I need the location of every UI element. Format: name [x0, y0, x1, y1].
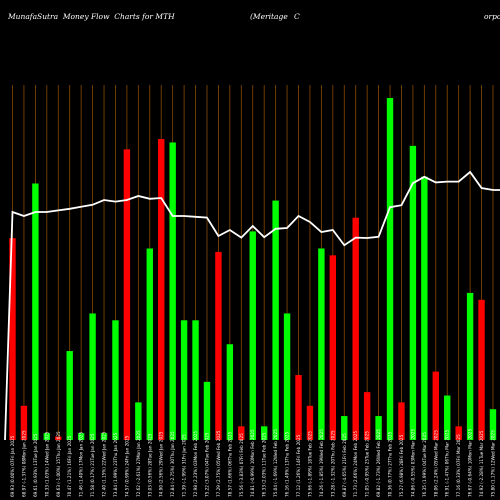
x-tick-label: 76.35 (1.99%) 04Tue Mar 2025 — [422, 432, 427, 497]
money-flow-bar — [77, 433, 85, 440]
money-flow-bar — [238, 426, 245, 440]
x-tick-label: 71.39 (-1.99%) 31Fri Jan 2025 — [182, 434, 187, 497]
money-flow-bar — [386, 98, 394, 440]
x-tick-label: 73.03 (0.56%) 28Tue Jan 2025 — [147, 433, 152, 497]
x-tick-label: 71.46 (1.40%) 17Mon Jan 2025 — [79, 432, 84, 497]
x-tick-label: 76.91 (-1.47%) 06Thu Mar 2025 — [445, 430, 450, 497]
money-flow-bar — [421, 176, 428, 440]
money-flow-bar — [66, 351, 73, 440]
x-tick-label: 76.67 (-0.64%) 10Mon Mar 2025 — [468, 429, 473, 497]
x-tick-label: 70.33 (1.03%) 14Wed Jan 2025 — [44, 431, 49, 497]
money-flow-bar — [112, 320, 119, 440]
x-tick-label: 74.86 (-0.55%) 03Mon Mar 2025 — [410, 429, 415, 497]
money-flow-bar — [329, 255, 337, 440]
money-flow-bar — [226, 344, 234, 440]
money-flow-bar — [283, 313, 291, 440]
x-tick-label: 69.63 (-1.00%) 15Thu Jan 2025 — [56, 431, 61, 497]
x-tick-label: 74.92 (-2.28%) 11Tue Mar 2025 — [479, 430, 484, 497]
x-tick-label: 70.47 (1.21%) 16Fri Jan 2025 — [67, 435, 72, 497]
chart-title-company-end: orpo — [484, 12, 500, 21]
money-flow-bar — [363, 392, 371, 440]
money-flow-bar — [444, 395, 451, 440]
x-tick-label: 72.62 (-2.61%) 27Mon Jan 2025 — [136, 430, 141, 497]
x-tick-label: 69.93 (0.00%) 07Fri Jan 2025 — [10, 435, 15, 497]
money-flow-bar — [43, 433, 51, 440]
x-tick-label: 74.81 (-0.99%) 10Mon Feb 2025 — [250, 429, 255, 497]
x-tick-label: 76.16 (1.49%) 13Thu Feb 2025 — [285, 432, 290, 497]
chart-title-company: (Meritage — [250, 12, 288, 21]
money-flow-bar — [135, 402, 142, 440]
x-tick-label: 71.05 (-0.95%) 25Tue Feb 2025 — [365, 431, 370, 497]
x-tick-label: 76.33 (2.03%) 11Tue Feb 2025 — [262, 432, 267, 497]
money-flow-bar — [375, 416, 382, 440]
money-flow-bar — [466, 292, 474, 440]
money-flow-bar — [89, 313, 96, 440]
x-tick-label: 77.29 (2.75%) 05Wed Feb 2025 — [216, 430, 221, 497]
x-tick-label: 75.04 (-1.69%) 12Wed Feb 2025 — [273, 429, 278, 497]
x-tick-label: 74.57 (0.99%) 24Fri Jan 2025 — [124, 435, 129, 497]
money-flow-bar — [158, 139, 165, 441]
money-flow-bar — [409, 145, 417, 440]
money-flow-bar — [260, 426, 268, 440]
x-tick-label: 74.90 (2.56%) 29Wed Jan 2025 — [159, 431, 164, 497]
money-flow-bar — [306, 405, 314, 440]
money-flow-bar — [180, 320, 188, 440]
chart-title-left: MunafaSutra Money Flow Charts for MTH — [8, 12, 175, 21]
money-flow-bar — [9, 238, 16, 440]
money-flow-bar — [478, 299, 485, 440]
money-flow-bar — [146, 248, 153, 440]
money-flow-bar — [455, 426, 462, 440]
x-tick-label: 73.28 (-1.32%) 20Thu Feb 2025 — [330, 430, 335, 497]
x-tick-label: 71.73 (2.66%) 24Mon Feb 2025 — [353, 431, 358, 497]
money-flow-bar — [489, 409, 497, 440]
money-flow-bar — [192, 320, 199, 440]
x-tick-label: 75.22 (3.07%) 04Tue Feb 2025 — [204, 432, 209, 497]
x-tick-label: 69.82 (-1.73%) 26Wed Feb 2025 — [376, 429, 381, 497]
x-tick-label: 75.56 (-3.83%) 07Fri Feb 2025 — [239, 433, 244, 497]
money-flow-bar — [398, 402, 405, 440]
x-tick-label: 72.98 (2.23%) 03Mon Feb 2025 — [193, 431, 198, 497]
x-tick-label: 74.26 (-1.85%) 19Wed Feb 2025 — [319, 429, 324, 497]
x-tick-label: 72.40 (1.15%) 22Wed Jan 2025 — [102, 431, 107, 497]
x-tick-label: 78.57 (1.66%) 06Thu Feb 2025 — [227, 432, 232, 497]
x-tick-label: 72.84 (-2.75%) 30Thu Jan 2025 — [170, 431, 175, 497]
chart-title-company-part: C — [294, 12, 300, 21]
x-tick-label: 75.66 (-1.89%) 18Tue Feb 2025 — [307, 431, 312, 497]
x-tick-label: 69.61 (0.93%) 13Tue Jan 2025 — [33, 433, 38, 497]
x-tick-label: 78.06 (2.24%) 05Wed Mar 2025 — [433, 430, 438, 497]
x-tick-label: 71.58 (0.17%) 21Tue Jan 2025 — [90, 433, 95, 497]
money-flow-bar — [249, 231, 256, 440]
money-flow-bar — [341, 416, 348, 440]
x-tick-label: 77.12 (1.26%) 14Fri Feb 2025 — [296, 434, 301, 497]
money-flow-bar — [203, 381, 211, 440]
money-flow-bar — [169, 142, 176, 440]
x-tick-label: 69.87 (-4.65%) 21Fri Feb 2025 — [342, 433, 347, 497]
money-flow-bar — [100, 433, 108, 440]
money-flow-bar — [295, 375, 302, 440]
money-flow-bar — [432, 371, 439, 440]
x-tick-label: 77.16 (0.33%) 07Fri Mar 2025 — [456, 434, 461, 497]
chart-title: MunafaSutra Money Flow Charts for MTH (M… — [8, 4, 500, 26]
price-line — [4, 170, 500, 441]
x-tick-label: 75.80 (1.17%) 12Wed Mar 2025 — [490, 430, 495, 497]
money-flow-bar — [215, 251, 222, 440]
x-tick-label: 73.84 (1.99%) 23Thu Jan 2025 — [113, 432, 118, 497]
money-flow-bar — [318, 248, 325, 440]
money-flow-bar — [20, 405, 28, 440]
x-tick-label: 68.97 (-1.37%) 08Mon Jan 2025 — [21, 430, 26, 497]
money-flow-bar — [55, 436, 62, 440]
money-flow-bar — [272, 200, 279, 440]
money-flow-bar — [32, 183, 39, 440]
x-tick-label: 70.36 (0.77%) 27Thu Feb 2025 — [388, 432, 393, 497]
money-flow-bar — [352, 217, 359, 440]
x-tick-label: 75.27 (6.98%) 28Fri Feb 2025 — [399, 434, 404, 497]
money-flow-bar — [123, 149, 131, 441]
